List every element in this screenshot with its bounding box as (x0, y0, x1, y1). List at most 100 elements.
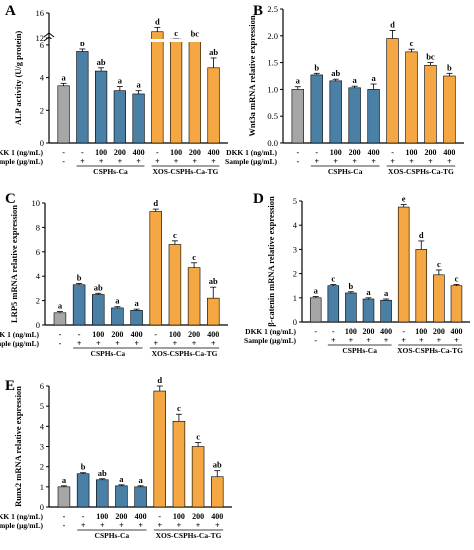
y-tick-label: 0 (40, 502, 44, 512)
y-tick-label: 6 (36, 247, 40, 257)
significance-letter: a (138, 475, 143, 485)
dkk-row-label: DKK 1 (ng/mL) (226, 148, 277, 157)
y-tick-label: 16 (36, 8, 45, 18)
bar (433, 274, 445, 323)
bar (362, 298, 375, 323)
sample-value: + (454, 336, 459, 345)
significance-letter: d (155, 16, 160, 26)
dkk-value: 400 (443, 148, 455, 157)
sample-value: + (77, 339, 82, 348)
dkk-value: 100 (92, 330, 104, 339)
bar (327, 285, 340, 323)
sample-value: + (81, 521, 86, 530)
significance-letter: a (371, 73, 376, 83)
y-tick-label: 2.5 (267, 4, 278, 14)
y-axis-title: Wnt3a mRNA relative expression (247, 15, 257, 137)
significance-letter: c (455, 273, 459, 283)
sample-value: - (62, 157, 65, 166)
dkk-value: 400 (207, 330, 219, 339)
significance-letter: c (173, 230, 177, 240)
y-tick-label: 12 (36, 33, 45, 43)
y-tick-label: 2 (293, 269, 297, 279)
significance-letter: b (80, 38, 85, 48)
y-tick-label: 2 (36, 296, 40, 306)
bar (134, 486, 147, 508)
sample-value: + (196, 521, 201, 530)
bar (168, 244, 182, 326)
dkk-value: - (63, 512, 66, 521)
sample-row-label: Sample (μg/mL) (0, 339, 39, 348)
dkk-value: 200 (114, 148, 126, 157)
bar (424, 64, 437, 144)
significance-letter: a (384, 288, 389, 298)
y-tick-label: 0 (293, 317, 297, 327)
y-tick-label: 4 (40, 73, 45, 83)
dkk-value: - (402, 327, 405, 336)
group-label: XOS-CSPHs-Ca-TG (156, 531, 222, 540)
dkk-value: 100 (330, 148, 342, 157)
sample-row-label: Sample (μg/mL) (225, 157, 277, 166)
dkk-value: - (158, 512, 161, 521)
sample-value: + (437, 336, 442, 345)
dkk-value: - (78, 330, 81, 339)
dkk-row-label: DKK 1 (ng/mL) (245, 327, 296, 336)
sample-value: + (215, 521, 220, 530)
axis-break-gap (50, 39, 228, 42)
bar (53, 312, 67, 326)
significance-letter: ab (97, 57, 106, 67)
significance-letter: ab (98, 468, 107, 478)
dkk-value: 100 (96, 512, 108, 521)
dkk-value: 200 (362, 327, 374, 336)
bar (92, 294, 105, 326)
significance-letter: a (314, 286, 319, 296)
bar (380, 299, 392, 323)
dkk-value: 100 (95, 148, 107, 157)
panel-b: 0.0 0.5 1.0 1.5 2.0 2.5 Wnt3a mRNA relative ex… (225, 3, 464, 176)
panel-letter: B (253, 3, 263, 19)
sample-value: + (136, 157, 141, 166)
y-tick-label: 5 (293, 196, 297, 206)
dkk-value: - (82, 512, 85, 521)
significance-letter: a (134, 298, 139, 308)
y-axis-title: ALP activity (U/g protein) (13, 31, 23, 126)
sample-value: + (352, 157, 357, 166)
dkk-value: - (296, 148, 299, 157)
y-tick-label: 0 (36, 320, 40, 330)
bar (188, 39, 201, 144)
sample-value: + (211, 157, 216, 166)
significance-letter: d (157, 375, 162, 385)
significance-letter: ab (209, 47, 218, 57)
sample-value: + (333, 157, 338, 166)
group-label: CSPHs-Ca (328, 167, 363, 176)
y-tick-label: 1.5 (267, 58, 278, 68)
y-tick-label: 4 (293, 220, 298, 230)
sample-value: + (80, 157, 85, 166)
sample-value: + (428, 157, 433, 166)
dkk-value: 100 (406, 148, 418, 157)
sample-value: + (138, 521, 143, 530)
dkk-value: 200 (349, 148, 361, 157)
significance-letter: a (118, 76, 123, 86)
dkk-value: - (315, 148, 318, 157)
bar (348, 87, 361, 144)
sample-value: + (177, 521, 182, 530)
sample-value: + (349, 336, 354, 345)
dkk-value: 400 (208, 148, 220, 157)
dkk-value: 200 (433, 327, 445, 336)
sample-value: + (390, 157, 395, 166)
y-tick-label: 1.0 (267, 84, 278, 94)
group-label: CSPHs-Ca (342, 346, 377, 355)
panel-d: 0 1 2 3 4 5 β-catenin mRNA relative expression… (244, 191, 470, 355)
dkk-value: 200 (424, 148, 436, 157)
bar (169, 38, 183, 144)
y-tick-label: 8 (36, 222, 40, 232)
significance-letter: c (196, 431, 200, 441)
dkk-value: 100 (169, 330, 181, 339)
y-tick-label: 2 (40, 462, 44, 472)
bar (130, 310, 143, 326)
dkk-value: 400 (211, 512, 223, 521)
group-label: XOS-CSPHs-Ca-TG (153, 167, 219, 176)
sample-value: + (134, 339, 139, 348)
y-tick-label: 0.5 (267, 111, 278, 121)
